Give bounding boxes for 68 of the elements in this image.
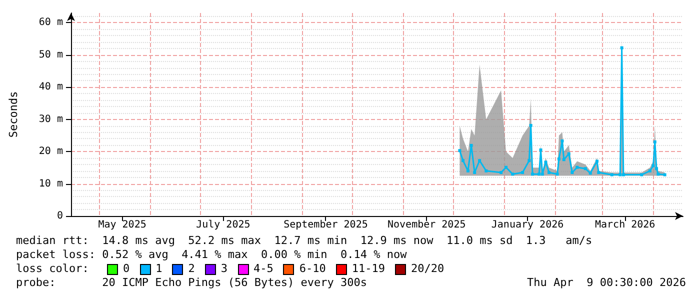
point	[540, 172, 544, 176]
point	[570, 171, 574, 174]
text: median rtt: 14.8 ms avg 52.2 ms max 12.7 ms min 12.9 ms now 11.0 ms sd 1.3 am/s	[16, 234, 594, 248]
text: 1	[156, 262, 162, 276]
point	[640, 173, 644, 176]
point	[544, 160, 548, 164]
text: Thu Apr 9 00:30:00 2026	[527, 276, 686, 290]
point	[584, 167, 587, 170]
point	[567, 152, 570, 156]
y-tick-label: 60 m	[38, 17, 63, 28]
x-tick-label: September 2025	[284, 220, 368, 230]
x-tick-label: May 2025	[98, 220, 146, 230]
point	[530, 172, 534, 176]
x-tick-label: January 2026	[491, 220, 564, 230]
point	[528, 159, 531, 162]
point	[466, 169, 470, 172]
point	[473, 171, 476, 174]
point	[511, 172, 514, 176]
point	[539, 148, 542, 152]
text: 4-5	[254, 262, 274, 276]
point	[484, 169, 488, 172]
point	[538, 172, 541, 176]
x-tick-label: March 2026	[595, 220, 656, 230]
point	[655, 167, 658, 170]
point	[622, 173, 625, 176]
point	[478, 159, 482, 162]
point	[562, 158, 566, 162]
text: packet loss: 0.52 % avg 4.41 % max 0.00 % min 0.14 % now	[16, 248, 408, 262]
text: loss color:	[16, 262, 90, 276]
point	[663, 173, 666, 176]
point	[595, 160, 598, 163]
x-tick-label: July 2025	[196, 220, 250, 230]
point	[458, 149, 462, 152]
point	[500, 171, 503, 174]
text: 11-19	[352, 262, 385, 276]
point	[653, 140, 656, 144]
text: 2	[188, 262, 195, 276]
point	[597, 171, 600, 174]
point	[504, 166, 508, 169]
point	[470, 144, 473, 147]
point	[560, 139, 564, 142]
point	[462, 159, 465, 162]
point	[529, 124, 532, 127]
point	[548, 171, 551, 174]
point	[656, 172, 660, 176]
text: 0	[123, 262, 130, 276]
point	[620, 46, 624, 50]
y-tick-label: 40 m	[38, 82, 63, 93]
point	[556, 172, 559, 176]
point	[521, 171, 524, 174]
point	[576, 166, 579, 169]
point	[557, 157, 560, 160]
y-axis-title: Seconds	[7, 91, 20, 138]
y-tick-label: 20 m	[38, 146, 63, 158]
x-tick-label: November 2025	[387, 220, 466, 230]
y-tick-label: 0	[56, 210, 63, 222]
point	[652, 164, 655, 168]
text: 20/20	[411, 262, 444, 276]
y-tick-label: 30 m	[38, 114, 63, 125]
y-tick-label: 50 m	[38, 49, 63, 60]
point	[618, 173, 622, 176]
point	[588, 172, 592, 175]
text: probe: 20 ICMP Echo Pings (56 Bytes) every 300s	[16, 276, 367, 290]
text: 6-10	[299, 262, 326, 276]
y-tick-label: 10 m	[38, 178, 63, 190]
point	[648, 169, 652, 172]
text: 3	[220, 262, 228, 276]
point	[610, 173, 614, 176]
